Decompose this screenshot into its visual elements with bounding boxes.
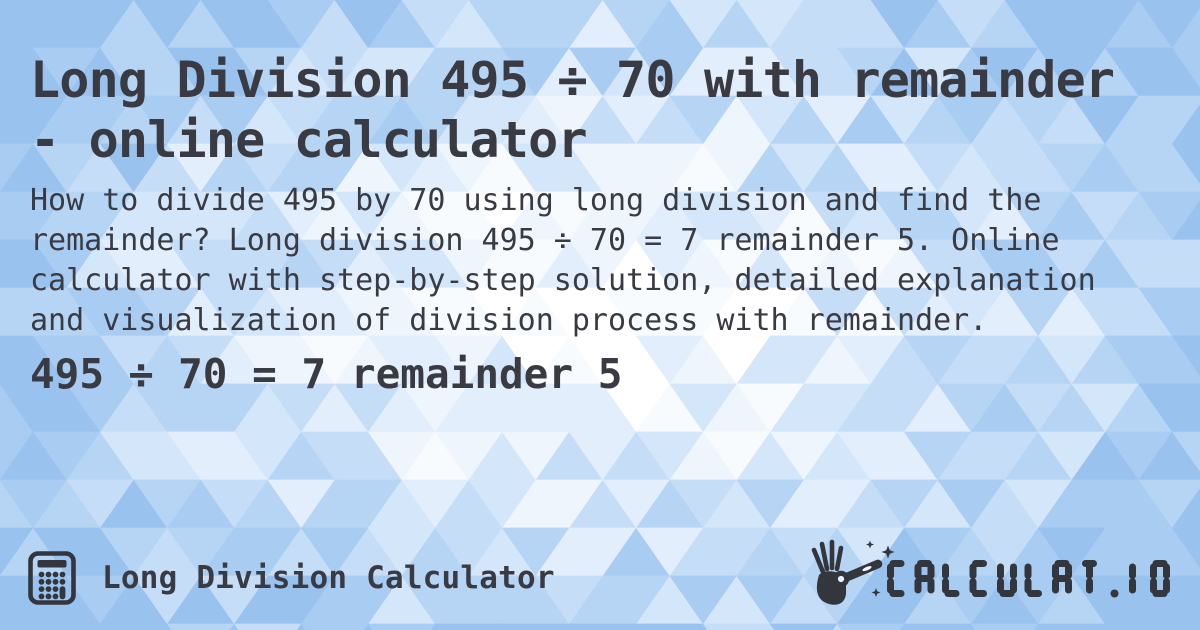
magic-wand-icon <box>811 539 895 605</box>
page-title: Long Division 495 ÷ 70 with remainder - … <box>30 51 1115 169</box>
app-name-label: Long Division Calculator <box>102 560 555 596</box>
brand-logo <box>811 539 1170 605</box>
sparkle-star-icon <box>871 588 881 597</box>
sparkle-star-icon <box>881 545 895 559</box>
result-text: 495 ÷ 70 = 7 remainder 5 <box>30 350 623 398</box>
sparkle-star-icon <box>866 540 874 549</box>
calculator-icon <box>28 551 76 605</box>
footer-app-badge: Long Division Calculator <box>28 550 555 606</box>
page-description: How to divide 495 by 70 using long divis… <box>30 183 1096 338</box>
brand-wordmark <box>887 560 1170 598</box>
